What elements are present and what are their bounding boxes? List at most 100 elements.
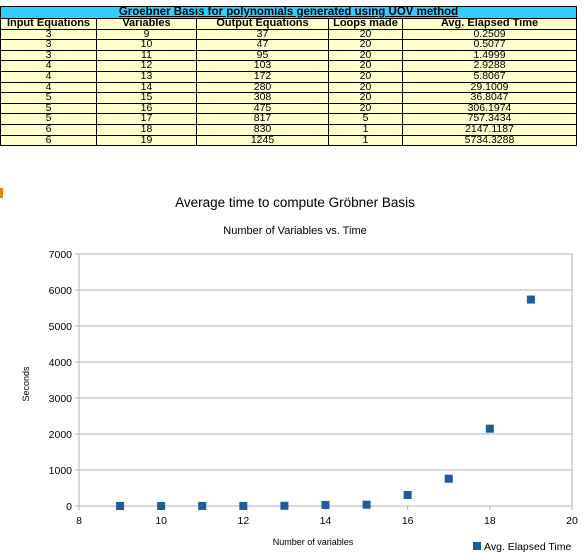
- top-strip: [0, 0, 588, 6]
- table-row: 6 19 1245 1 5734.3288: [0, 134, 577, 147]
- table-cell[interactable]: 29.1009: [402, 81, 577, 94]
- y-tick-label: 1000: [49, 465, 73, 477]
- legend-label: Avg. Elapsed Time: [484, 541, 572, 553]
- column-header[interactable]: Input Equations: [0, 18, 97, 30]
- x-axis-label: Number of variables: [273, 537, 354, 547]
- table-row: 4 14 280 20 29.1009: [0, 81, 577, 94]
- table-cell[interactable]: 18: [96, 123, 197, 136]
- table-cell[interactable]: 1.4999: [402, 49, 577, 62]
- table-cell[interactable]: 5: [0, 92, 97, 104]
- plot-frame: [78, 253, 573, 507]
- table-cell[interactable]: 20: [328, 39, 403, 51]
- chart-grid: [79, 253, 572, 507]
- chart[interactable]: Average time to compute Gröbner Basis Nu…: [0, 180, 588, 557]
- column-header[interactable]: Output Equations: [196, 18, 329, 30]
- chart-ticks: 0 1000 2000 3000 4000 5000 6000 7000 8 10 12 14 16 18…: [49, 249, 578, 527]
- x-tick-label: 10: [155, 515, 167, 527]
- table-cell[interactable]: 36.8047: [402, 92, 577, 104]
- data-point: [116, 501, 125, 510]
- table-row: 5 16 475 20 306.1974: [0, 102, 577, 115]
- data-point: [280, 501, 289, 510]
- table-cell[interactable]: 9: [96, 28, 197, 41]
- data-point: [321, 500, 330, 509]
- y-tick-label: 0: [66, 501, 72, 513]
- y-tick-label: 2000: [49, 429, 73, 441]
- table-cell[interactable]: 830: [196, 123, 329, 136]
- table-cell[interactable]: 15: [96, 92, 197, 104]
- table-row: 4 13 172 20 5.8067: [0, 70, 577, 83]
- column-header[interactable]: Loops made: [328, 18, 403, 30]
- table-cell[interactable]: 1: [328, 123, 403, 136]
- chart-title: Average time to compute Gröbner Basis: [175, 195, 415, 210]
- table-cell[interactable]: 308: [196, 92, 329, 104]
- y-tick-label: 5000: [49, 321, 73, 333]
- table-row: 5 17 817 5 757.3434: [0, 113, 577, 125]
- table-cell[interactable]: 14: [96, 81, 197, 94]
- data-table: Groebner Basis for polynomials generated…: [0, 6, 577, 147]
- column-header[interactable]: Avg. Elapsed Time: [402, 18, 577, 30]
- data-point: [198, 501, 207, 510]
- table-cell[interactable]: 6: [0, 123, 97, 136]
- table-cell[interactable]: 475: [196, 102, 329, 115]
- table-cell[interactable]: 4: [0, 70, 97, 83]
- table-cell[interactable]: 20: [328, 28, 403, 41]
- data-point: [403, 490, 412, 499]
- data-point: [526, 295, 535, 304]
- table-cell[interactable]: 280: [196, 81, 329, 94]
- table-cell[interactable]: 1: [328, 134, 403, 147]
- table-cell[interactable]: 1245: [196, 134, 329, 147]
- x-tick-label: 20: [566, 515, 578, 527]
- table-cell[interactable]: 12: [96, 60, 197, 72]
- table-row: 5 15 308 20 36.8047: [0, 92, 577, 104]
- row-marker: [0, 188, 3, 198]
- table-row: 6 18 830 1 2147.1187: [0, 123, 577, 136]
- table-cell[interactable]: 95: [196, 49, 329, 62]
- data-point: [239, 501, 248, 510]
- table-cell[interactable]: 817: [196, 113, 329, 125]
- table-cell[interactable]: 757.3434: [402, 113, 577, 125]
- y-tick-label: 6000: [49, 285, 73, 297]
- table-cell[interactable]: 13: [96, 70, 197, 83]
- table-cell[interactable]: 3: [0, 39, 97, 51]
- table-cell[interactable]: 0.5077: [402, 39, 577, 51]
- x-tick-label: 12: [237, 515, 249, 527]
- column-header[interactable]: Variables: [96, 18, 197, 30]
- table-cell[interactable]: 20: [328, 60, 403, 72]
- table-cell[interactable]: 103: [196, 60, 329, 72]
- table-cell[interactable]: 0.2509: [402, 28, 577, 41]
- legend: Avg. Elapsed Time: [473, 541, 572, 553]
- table-cell[interactable]: 3: [0, 28, 97, 41]
- table-cell[interactable]: 172: [196, 70, 329, 83]
- table-cell[interactable]: 20: [328, 102, 403, 115]
- table-cell[interactable]: 6: [0, 134, 97, 147]
- y-tick-label: 7000: [49, 249, 73, 261]
- table-cell[interactable]: 2.9288: [402, 60, 577, 72]
- table-cell[interactable]: 5.8067: [402, 70, 577, 83]
- table-cell[interactable]: 306.1974: [402, 102, 577, 115]
- table-title[interactable]: Groebner Basis for polynomials generated…: [0, 6, 577, 19]
- table-cell[interactable]: 5: [328, 113, 403, 125]
- table-cell[interactable]: 19: [96, 134, 197, 147]
- table-cell[interactable]: 11: [96, 49, 197, 62]
- table-header-row: Input Equations Variables Output Equations…: [0, 18, 577, 30]
- table-cell[interactable]: 20: [328, 81, 403, 94]
- table-cell[interactable]: 37: [196, 28, 329, 41]
- y-tick-label: 4000: [49, 357, 73, 369]
- table-cell[interactable]: 47: [196, 39, 329, 51]
- table-cell[interactable]: 17: [96, 113, 197, 125]
- data-point: [157, 501, 166, 510]
- table-cell[interactable]: 20: [328, 92, 403, 104]
- table-cell[interactable]: 4: [0, 60, 97, 72]
- y-tick-label: 3000: [49, 393, 73, 405]
- table-cell[interactable]: 5: [0, 113, 97, 125]
- table-cell[interactable]: 10: [96, 39, 197, 51]
- table-cell[interactable]: 20: [328, 49, 403, 62]
- table-cell[interactable]: 20: [328, 70, 403, 83]
- table-row: 3 11 95 20 1.4999: [0, 49, 577, 62]
- table-cell[interactable]: 16: [96, 102, 197, 115]
- table-cell[interactable]: 4: [0, 81, 97, 94]
- table-cell[interactable]: 2147.1187: [402, 123, 577, 136]
- table-cell[interactable]: 3: [0, 49, 97, 62]
- table-cell[interactable]: 5734.3288: [402, 134, 577, 147]
- table-cell[interactable]: 5: [0, 102, 97, 115]
